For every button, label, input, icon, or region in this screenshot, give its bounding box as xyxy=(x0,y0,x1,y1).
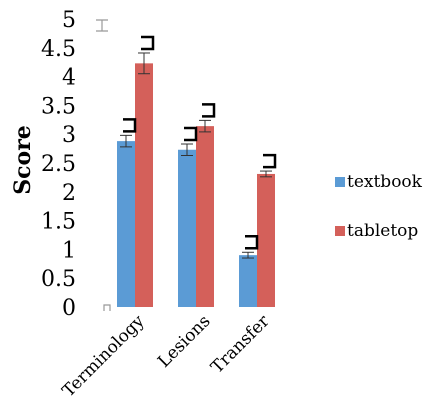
y-tick-label: 3.5 xyxy=(41,94,76,119)
y-tick-label: 2.5 xyxy=(41,152,76,177)
error-bars-group xyxy=(120,35,277,259)
baseline-error-marker xyxy=(103,304,111,311)
error-bar-tabletop-lesions xyxy=(199,103,216,133)
error-bar-textbook-terminology xyxy=(120,118,137,148)
bracket-marker xyxy=(202,103,216,118)
category-label-terminology: Terminology xyxy=(59,311,149,401)
category-label-transfer: Transfer xyxy=(207,311,274,378)
y-tick-label: 1.5 xyxy=(41,210,76,235)
bar-textbook-terminology xyxy=(117,141,135,307)
legend-swatch-textbook xyxy=(335,177,345,187)
top-error-marker xyxy=(96,19,108,32)
y-tick-label: 0.5 xyxy=(41,267,76,292)
bar-tabletop-terminology xyxy=(135,63,153,307)
bar-tabletop-transfer xyxy=(257,173,275,307)
bars-group xyxy=(117,63,275,307)
y-tick-label: 1 xyxy=(62,238,76,263)
y-axis-label: Score xyxy=(10,125,36,195)
category-label-lesions: Lesions xyxy=(154,311,214,371)
y-axis-ticks: 0 0.5 1 1.5 2 2.5 3 3.5 4 4.5 5 xyxy=(41,8,111,321)
legend-label-textbook: textbook xyxy=(347,172,423,192)
y-tick-label: 3 xyxy=(62,123,76,148)
y-tick-label: 5 xyxy=(62,8,76,33)
legend: textbook tabletop xyxy=(335,172,423,241)
y-axis-title: Score xyxy=(10,125,36,195)
bar-tabletop-lesions xyxy=(196,126,214,307)
legend-label-tabletop: tabletop xyxy=(347,221,418,241)
error-bar-tabletop-transfer xyxy=(260,153,277,178)
bracket-marker xyxy=(184,126,198,142)
bar-textbook-lesions xyxy=(178,149,196,307)
y-tick-label: 2 xyxy=(62,181,76,206)
error-bar-textbook-transfer xyxy=(242,235,259,259)
bracket-marker xyxy=(263,153,277,169)
y-tick-label: 4.5 xyxy=(41,37,76,62)
bar-textbook-transfer xyxy=(239,255,257,307)
bracket-marker xyxy=(245,235,259,250)
bracket-marker xyxy=(123,118,137,133)
y-tick-label: 4 xyxy=(62,66,76,91)
bracket-marker xyxy=(141,35,155,51)
error-bar-textbook-lesions xyxy=(181,126,198,157)
y-tick-label: 0 xyxy=(62,296,76,321)
error-bar-tabletop-terminology xyxy=(138,35,155,75)
legend-swatch-tabletop xyxy=(335,226,345,236)
